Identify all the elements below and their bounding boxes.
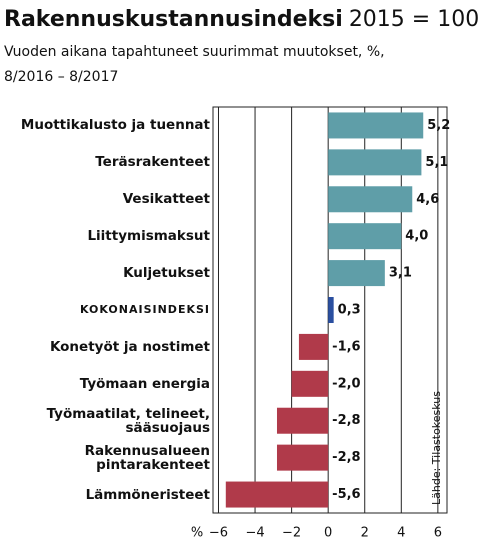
bar	[225, 481, 329, 508]
plot-frame	[212, 106, 448, 514]
y-tick-label: Työmaan energia	[79, 375, 210, 392]
value-label: 5,2	[427, 118, 450, 133]
y-tick-label: Muottikalusto ja tuennat	[20, 117, 210, 134]
bar	[291, 370, 329, 397]
x-tick-label: 2	[361, 526, 369, 541]
title-main: Rakennuskustannusindeksi	[4, 7, 343, 32]
value-label: 4,6	[416, 192, 439, 207]
bar	[298, 333, 329, 360]
bar	[328, 186, 413, 213]
y-tick-label: Työmaatilat, telineet, sääsuojaus	[46, 405, 210, 436]
subtitle: 8/2016 – 8/2017	[4, 69, 118, 85]
x-tick-label: −2	[282, 526, 301, 541]
bar	[328, 149, 422, 176]
subtitle: Vuoden aikana tapahtuneet suurimmat muut…	[4, 44, 385, 60]
y-tick-label: Kuljetukset	[123, 265, 210, 282]
source: Lähde: Tilastokeskus	[430, 391, 443, 505]
value-label: 4,0	[405, 229, 428, 244]
x-tick-label: 4	[397, 526, 405, 541]
y-tick-label: Teräsrakenteet	[95, 154, 210, 171]
bar	[276, 407, 329, 434]
bar	[328, 260, 385, 287]
y-tick-label: Vesikatteet	[122, 191, 210, 208]
value-label: 3,1	[389, 266, 412, 281]
value-label: -2,0	[332, 376, 360, 391]
value-label: -5,6	[332, 487, 360, 502]
bar	[276, 444, 329, 471]
x-tick-label: −6	[209, 526, 228, 541]
y-tick-label: Lämmöneristeet	[85, 486, 210, 503]
value-label: -2,8	[332, 413, 360, 428]
chart-title: Rakennuskustannusindeksi 2015 = 100	[4, 7, 479, 32]
x-tick-label: −4	[245, 526, 264, 541]
y-tick-label: Konetyöt ja nostimet	[49, 338, 210, 355]
x-tick-label: 6	[434, 526, 442, 541]
value-label: -1,6	[332, 339, 360, 354]
value-label: -2,8	[332, 450, 360, 465]
title-note: 2015 = 100	[349, 7, 479, 32]
value-label: 5,1	[425, 155, 448, 170]
bar	[328, 223, 402, 250]
y-tick-label: KOKONAISINDEKSI	[80, 303, 210, 316]
y-tick-label: Rakennusalueen pintarakenteet	[84, 442, 210, 473]
x-unit-label: %	[191, 526, 203, 541]
bar	[328, 297, 334, 323]
y-tick-label: Liittymismaksut	[87, 228, 210, 245]
value-label: 0,3	[338, 303, 361, 318]
x-tick-label: 0	[324, 526, 332, 541]
bar	[328, 112, 424, 139]
